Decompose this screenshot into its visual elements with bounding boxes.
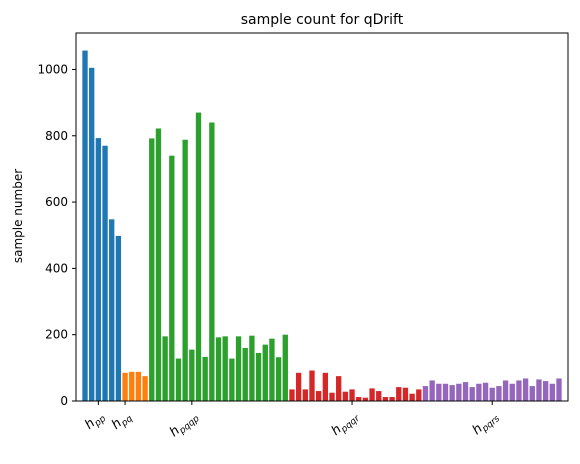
x-tick-label-pq: hpq xyxy=(109,408,135,434)
bar-h_pqqr-1 xyxy=(295,372,302,401)
bar-h_pqrs-9 xyxy=(482,382,489,401)
y-tick-label: 0 xyxy=(60,394,68,408)
bar-h_pqqr-8 xyxy=(342,391,349,401)
bar-h_pqqp-19 xyxy=(275,357,282,401)
bar-h_pqrs-12 xyxy=(502,380,509,401)
bar-h_pqqr-4 xyxy=(315,391,322,401)
bar-h_pp-5 xyxy=(115,235,122,401)
bar-h_pqqr-19 xyxy=(416,389,422,401)
bar-h_pqrs-19 xyxy=(549,383,555,401)
bar-h_pq-1 xyxy=(129,371,135,401)
y-tick-label: 200 xyxy=(45,328,68,342)
bar-h_pqrs-1 xyxy=(429,380,435,401)
bar-h_pqqp-12 xyxy=(229,358,235,401)
bar-h_pp-4 xyxy=(109,219,115,401)
bar-h_pqqp-13 xyxy=(235,336,242,401)
bars xyxy=(82,50,562,402)
bar-h_pqrs-16 xyxy=(529,386,535,401)
plot-frame xyxy=(75,32,569,402)
bar-h_pqqr-13 xyxy=(376,391,382,401)
x-tick-label-pp: hpp xyxy=(82,408,108,434)
chart-title: sample count for qDrift xyxy=(241,12,404,28)
bar-h_pp-1 xyxy=(89,67,95,401)
bar-h_pqrs-8 xyxy=(476,383,482,401)
bar-h_pqrs-14 xyxy=(516,380,522,401)
bar-h_pqqp-17 xyxy=(262,344,268,401)
bar-h_pqqr-3 xyxy=(309,370,315,401)
bar-h_pqqr-9 xyxy=(349,389,355,401)
bar-h_pqqp-4 xyxy=(175,358,182,401)
bar-h_pqqr-5 xyxy=(322,372,329,401)
bar-h_pqrs-6 xyxy=(462,382,469,401)
bar-h_pqqr-11 xyxy=(362,397,369,401)
bar-h_pqqr-0 xyxy=(289,389,295,401)
bar-h_pqrs-5 xyxy=(456,383,462,401)
bar-h_pqqp-10 xyxy=(215,337,222,401)
x-tick-label-pqrs: hpqrs xyxy=(470,408,503,439)
bar-h_pqrs-18 xyxy=(542,381,549,401)
x-tick-label-pqqp: hpqqp xyxy=(167,408,202,441)
bar-h_pq-0 xyxy=(122,372,128,401)
bar-h_pqqr-16 xyxy=(396,387,402,401)
bar-h_pp-0 xyxy=(82,50,88,401)
bar-h_pqqr-17 xyxy=(402,387,409,401)
bar-h_pqrs-17 xyxy=(536,379,542,401)
bar-h_pp-3 xyxy=(102,145,108,401)
bar-h_pqqp-8 xyxy=(202,356,208,401)
bar-h_pqqp-3 xyxy=(169,155,175,401)
bar-h_pqqp-6 xyxy=(189,349,195,401)
bar-h_pqrs-0 xyxy=(422,386,429,401)
y-tick-label: 800 xyxy=(45,129,68,143)
bar-h_pqqp-14 xyxy=(242,347,248,401)
bar-h_pq-2 xyxy=(135,371,142,401)
bar-h_pqrs-15 xyxy=(522,378,529,401)
bar-h_pqqr-12 xyxy=(369,388,375,401)
bar-h_pqqp-1 xyxy=(155,128,162,402)
bar-h_pqqr-2 xyxy=(302,389,308,401)
bar-h_pqqr-6 xyxy=(329,392,335,401)
bar-h_pqqr-15 xyxy=(389,397,395,401)
bar-h_pqqr-14 xyxy=(382,397,389,401)
bar-h_pqrs-20 xyxy=(556,378,562,401)
y-tick-label: 400 xyxy=(45,261,68,275)
bar-h_pqrs-3 xyxy=(442,383,449,401)
y-tick-label: 1000 xyxy=(37,62,68,76)
bar-h_pqrs-13 xyxy=(509,383,515,401)
bar-h_pqqr-7 xyxy=(336,376,342,401)
x-axis: hpp hpq hpqqp hpqqr hpqrs xyxy=(82,401,503,441)
bar-h_pqrs-4 xyxy=(449,385,455,401)
bar-h_pqqr-18 xyxy=(409,393,415,401)
bar-h_pqrs-2 xyxy=(436,383,442,401)
bar-h_pqrs-10 xyxy=(489,387,495,401)
bar-h_pqrs-11 xyxy=(496,386,502,401)
bar-h_pqqp-16 xyxy=(255,352,262,401)
y-axis-label: sample number xyxy=(11,169,25,263)
bar-h_pqqp-18 xyxy=(269,338,275,401)
bar-h_pqqp-7 xyxy=(195,112,202,401)
x-tick-label-pqqr: hpqqr xyxy=(329,408,363,441)
y-tick-label: 600 xyxy=(45,195,68,209)
bar-h_pqqp-2 xyxy=(162,336,168,401)
y-axis: 0 200 400 600 800 1000 xyxy=(37,62,76,408)
bar-h_pqrs-7 xyxy=(469,387,475,401)
bar-h_pp-2 xyxy=(95,138,102,401)
bar-h_pq-3 xyxy=(142,376,148,401)
bar-h_pqqp-20 xyxy=(282,334,288,401)
bar-h_pqqp-15 xyxy=(249,335,255,401)
bar-h_pqqp-5 xyxy=(182,139,188,401)
bar-h_pqqp-9 xyxy=(209,122,215,401)
bar-h_pqqp-0 xyxy=(149,138,155,401)
bar-h_pqqr-10 xyxy=(356,397,362,401)
bar-h_pqqp-11 xyxy=(222,336,228,401)
